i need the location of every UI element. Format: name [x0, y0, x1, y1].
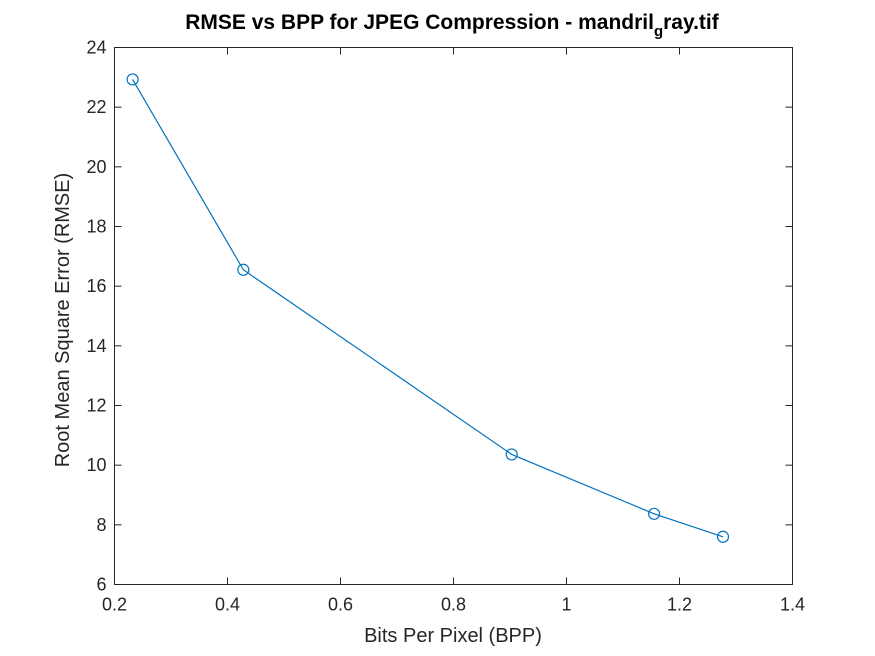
y-tick-label: 8: [96, 515, 106, 535]
data-point: [237, 263, 250, 276]
series-line: [132, 79, 724, 538]
x-tick-label: 1: [561, 595, 571, 615]
chart-title: RMSE vs BPP for JPEG Compression - mandr…: [185, 11, 720, 40]
x-tick-label: 0.2: [102, 595, 127, 615]
chart-title-subscript: g: [654, 23, 663, 40]
y-tick-label: 18: [86, 217, 106, 237]
x-axis-ticks: 0.2 0.4 0.6 0.8 1 1.2 1.4: [102, 47, 805, 615]
y-tick-label: 10: [86, 455, 106, 475]
data-point: [126, 73, 139, 86]
y-axis-label: Root Mean Square Error (RMSE): [52, 173, 74, 468]
y-tick-label: 20: [86, 157, 106, 177]
data-point: [505, 448, 518, 461]
x-tick-label: 0.8: [441, 595, 466, 615]
y-tick-label: 14: [86, 336, 106, 356]
y-tick-label: 16: [86, 276, 106, 296]
y-tick-label: 24: [86, 38, 106, 58]
y-tick-label: 12: [86, 396, 106, 416]
axes-box: [114, 47, 793, 585]
data-point: [647, 507, 661, 520]
plot-area: [126, 73, 730, 543]
y-tick-label: 22: [86, 97, 106, 117]
chart-title-main: RMSE vs BPP for JPEG Compression - mandr…: [185, 11, 654, 34]
data-point: [716, 530, 730, 543]
y-tick-label: 6: [96, 575, 106, 595]
x-tick-label: 1.4: [780, 595, 805, 615]
x-tick-label: 1.2: [667, 595, 692, 615]
y-axis-ticks: 6 8 10 12 14 16 18 20 22 24: [86, 38, 793, 595]
x-axis-label: Bits Per Pixel (BPP): [364, 625, 542, 647]
x-tick-label: 0.4: [215, 595, 240, 615]
chart-title-tail: ray.tif: [663, 11, 720, 34]
x-tick-label: 0.6: [328, 595, 353, 615]
